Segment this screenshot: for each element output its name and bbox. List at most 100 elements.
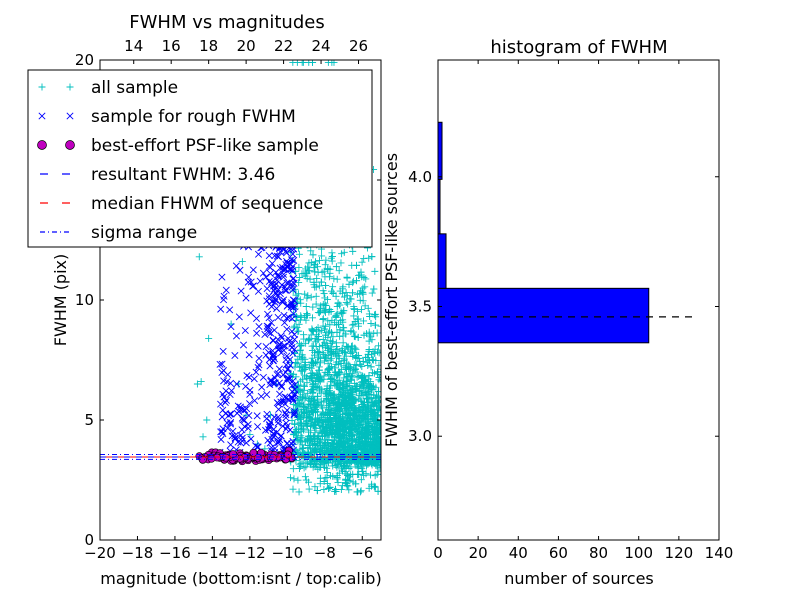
- all-sample-point: [342, 365, 350, 373]
- all-sample-point: [326, 416, 334, 424]
- rough-sample-point: [249, 282, 257, 290]
- all-sample-point: [346, 363, 354, 371]
- all-sample-point: [362, 434, 370, 442]
- all-sample-point: [323, 473, 331, 481]
- all-sample-point: [329, 472, 337, 480]
- all-sample-point: [319, 316, 327, 324]
- rough-sample-point: [218, 360, 226, 368]
- all-sample-point: [364, 411, 372, 419]
- all-sample-point: [313, 336, 321, 344]
- all-sample-point: [296, 347, 304, 355]
- all-sample-point: [313, 487, 321, 495]
- rough-sample-point: [278, 334, 286, 342]
- all-sample-point: [350, 312, 358, 320]
- all-sample-point: [365, 337, 373, 345]
- all-sample-point: [351, 332, 359, 340]
- rough-sample-point: [262, 343, 270, 351]
- x-tick-label: −6: [351, 544, 373, 562]
- all-sample-point: [358, 378, 366, 386]
- all-sample-point: [300, 403, 308, 411]
- all-sample-point: [349, 289, 357, 297]
- all-sample-point: [328, 316, 336, 324]
- rough-sample-point: [238, 437, 246, 445]
- rough-sample-point: [276, 340, 284, 348]
- all-sample-point: [371, 483, 379, 491]
- all-sample-point: [333, 321, 341, 329]
- all-sample-point: [301, 404, 309, 412]
- all-sample-point: [326, 426, 334, 434]
- all-sample-point: [308, 326, 316, 334]
- all-sample-point: [313, 418, 321, 426]
- all-sample-point: [368, 336, 376, 344]
- all-sample-point: [339, 385, 347, 393]
- rough-sample-point: [288, 327, 296, 335]
- scatter-x-axis-label: magnitude (bottom:isnt / top:calib): [100, 569, 381, 588]
- all-sample-point: [362, 275, 370, 283]
- all-sample-point: [340, 400, 348, 408]
- all-sample-point: [340, 450, 348, 458]
- all-sample-point: [341, 443, 349, 451]
- scatter-axes: −20 −18 −16 −14 −12 −10 −8 −6 0 5 10 20 14 16 18 20 22 24…: [75, 37, 382, 562]
- all-sample-point: [337, 486, 345, 494]
- rough-sample-point: [254, 364, 262, 372]
- all-sample-point: [320, 456, 328, 464]
- hist-x-tick-label: 80: [589, 544, 608, 562]
- all-sample-point: [290, 420, 298, 428]
- all-sample-point: [332, 401, 340, 409]
- rough-sample-point: [258, 383, 266, 391]
- legend-label: resultant FWHM: 3.46: [91, 165, 275, 185]
- all-sample-point: [371, 424, 379, 432]
- all-sample-point: [346, 295, 354, 303]
- rough-sample-point: [287, 280, 295, 288]
- rough-sample-point: [227, 323, 235, 331]
- all-sample-point: [340, 349, 348, 357]
- all-sample-point: [362, 405, 370, 413]
- all-sample-point: [299, 425, 307, 433]
- rough-sample-point: [277, 432, 285, 440]
- all-sample-point: [373, 470, 381, 478]
- all-sample-point: [334, 320, 342, 328]
- all-sample-point: [336, 332, 344, 340]
- all-sample-point: [314, 347, 322, 355]
- rough-sample-point: [245, 411, 253, 419]
- all-sample-point: [344, 396, 352, 404]
- all-sample-point: [349, 352, 357, 360]
- all-sample-point: [317, 402, 325, 410]
- all-sample-point: [327, 442, 335, 450]
- rough-sample-point: [283, 366, 291, 374]
- all-sample-point: [291, 363, 299, 371]
- all-sample-point: [339, 380, 347, 388]
- rough-sample-point: [274, 419, 282, 427]
- all-sample-point: [340, 438, 348, 446]
- all-sample-point: [303, 422, 311, 430]
- rough-sample-point: [280, 342, 288, 350]
- all-sample-point: [302, 420, 310, 428]
- all-sample-point: [298, 394, 306, 402]
- all-sample-point: [341, 405, 349, 413]
- all-sample-point: [374, 487, 381, 495]
- all-sample-point: [317, 439, 325, 447]
- all-sample-point: [319, 341, 327, 349]
- all-sample-point: [301, 473, 309, 481]
- legend-marker-circle: [37, 140, 47, 150]
- all-sample-point: [326, 408, 334, 416]
- all-sample-point: [319, 350, 327, 358]
- all-sample-point: [336, 301, 344, 309]
- scatter-y-axis-label: FWHM (pix): [51, 254, 70, 347]
- all-sample-point: [352, 425, 360, 433]
- all-sample-point: [356, 296, 364, 304]
- all-sample-point: [349, 277, 357, 285]
- all-sample-point: [333, 345, 341, 353]
- rough-sample-point: [281, 400, 289, 408]
- all-sample-point: [367, 363, 375, 371]
- all-sample-point: [368, 253, 376, 261]
- all-sample-point: [362, 377, 370, 385]
- all-sample-point: [297, 438, 305, 446]
- all-sample-point: [367, 394, 375, 402]
- rough-sample-point: [288, 340, 296, 348]
- all-sample-point: [361, 283, 369, 291]
- all-sample-point: [322, 418, 330, 426]
- all-sample-point: [370, 408, 378, 416]
- rough-sample-point: [271, 298, 279, 306]
- all-sample-point: [299, 355, 307, 363]
